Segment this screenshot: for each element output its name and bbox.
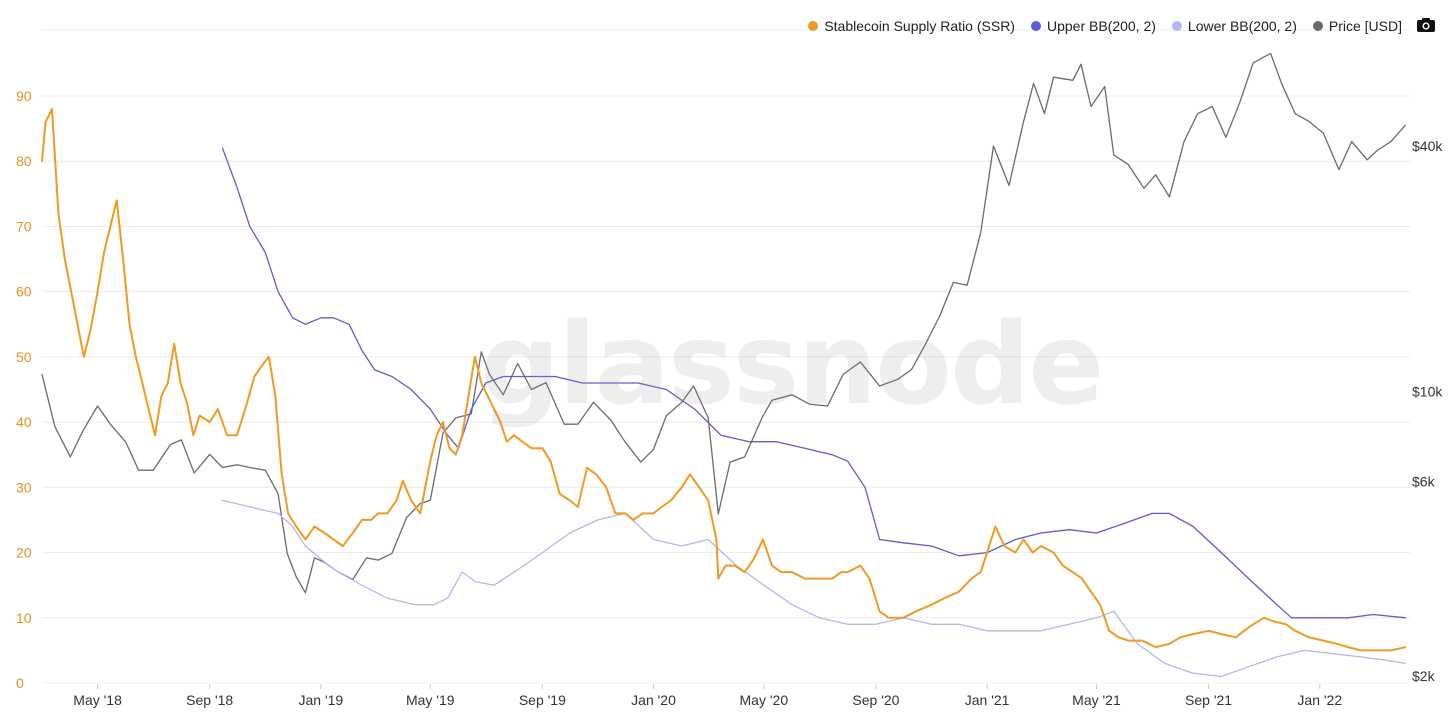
x-tick-1: Sep '18 (186, 692, 233, 708)
y-tick-left-60: 60 (16, 284, 32, 300)
x-tick-3: May '19 (406, 692, 455, 708)
y-tick-right-1: $6k (1412, 474, 1436, 490)
legend: Stablecoin Supply Ratio (SSR) Upper BB(2… (808, 18, 1402, 34)
legend-item-ssr[interactable]: Stablecoin Supply Ratio (SSR) (808, 18, 1015, 34)
legend-item-upper-bb[interactable]: Upper BB(200, 2) (1030, 18, 1156, 34)
legend-label-ssr: Stablecoin Supply Ratio (SSR) (824, 18, 1015, 34)
legend-label-price: Price [USD] (1328, 18, 1402, 34)
x-tick-2: Jan '19 (299, 692, 344, 708)
legend-dot-upper-bb (1030, 21, 1041, 31)
x-tick-5: Jan '20 (631, 692, 676, 708)
series-group (41, 52, 1407, 678)
y-tick-left-80: 80 (16, 153, 32, 169)
lower-bb-line (221, 499, 1407, 678)
y-tick-left-90: 90 (16, 88, 32, 104)
x-tick-9: May '21 (1072, 692, 1121, 708)
x-tick-6: May '20 (740, 692, 789, 708)
camera-icon[interactable] (1416, 17, 1436, 33)
y-tick-left-70: 70 (16, 218, 32, 234)
ssr-line (41, 108, 1407, 652)
legend-dot-ssr (808, 21, 819, 31)
legend-item-lower-bb[interactable]: Lower BB(200, 2) (1171, 18, 1297, 34)
grid-lines (42, 29, 1410, 684)
y-axis-left: 0 10 20 30 40 50 60 70 80 90 (16, 88, 32, 691)
x-tick-0: May '18 (73, 692, 122, 708)
x-tick-11: Jan '22 (1297, 692, 1342, 708)
x-axis: May '18 Sep '18 Jan '19 May '19 Sep '19 Jan '… (73, 684, 1342, 708)
legend-dot-price (1312, 21, 1323, 31)
y-tick-left-40: 40 (16, 414, 32, 430)
y-tick-right-2: $10k (1412, 383, 1443, 399)
legend-dot-lower-bb (1171, 21, 1182, 31)
x-tick-8: Jan '21 (965, 692, 1010, 708)
price-line (41, 52, 1407, 594)
y-tick-left-20: 20 (16, 545, 32, 561)
y-tick-left-50: 50 (16, 349, 32, 365)
x-tick-4: Sep '19 (519, 692, 566, 708)
y-tick-left-10: 10 (16, 610, 32, 626)
y-tick-left-30: 30 (16, 479, 32, 495)
y-tick-right-0: $2k (1412, 668, 1436, 684)
y-tick-left-0: 0 (16, 675, 24, 691)
legend-label-upper-bb: Upper BB(200, 2) (1046, 18, 1156, 34)
legend-item-price[interactable]: Price [USD] (1312, 18, 1402, 34)
x-tick-7: Sep '20 (852, 692, 899, 708)
upper-bb-line (221, 147, 1407, 619)
legend-label-lower-bb: Lower BB(200, 2) (1187, 18, 1297, 34)
x-tick-10: Sep '21 (1185, 692, 1232, 708)
y-axis-right: $2k $6k $10k $40k (1412, 138, 1443, 684)
y-tick-right-3: $40k (1412, 138, 1443, 154)
